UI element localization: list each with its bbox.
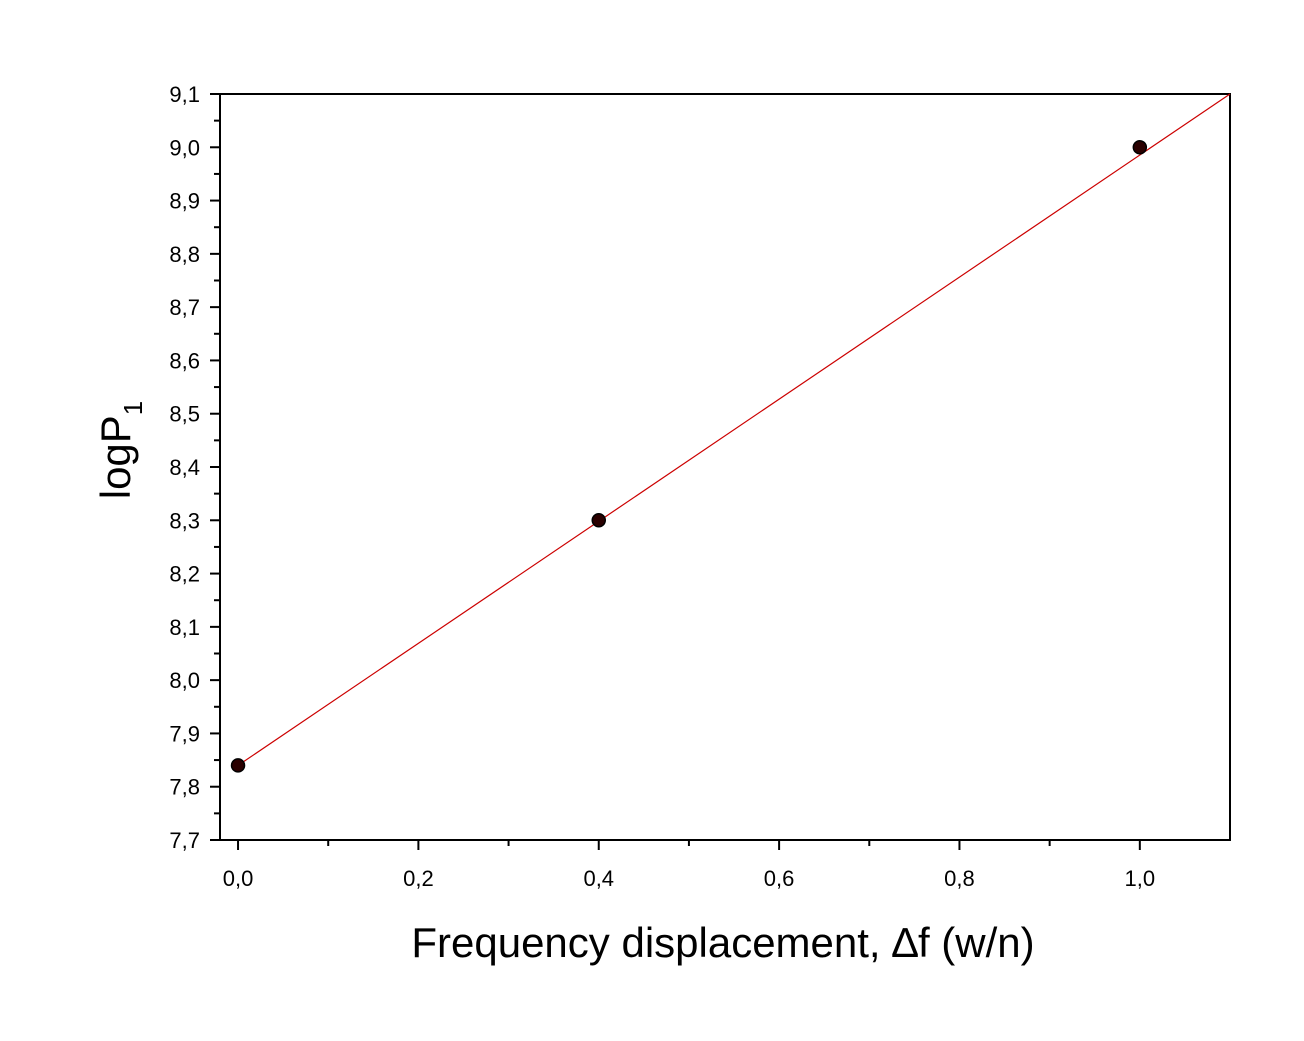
data-point bbox=[1132, 140, 1148, 155]
x-tick-label: 0,4 bbox=[583, 866, 614, 891]
data-points bbox=[230, 140, 1148, 773]
y-tick-label: 8,5 bbox=[169, 402, 200, 427]
x-tick-label: 1,0 bbox=[1125, 866, 1156, 891]
y-tick-label: 8,3 bbox=[169, 508, 200, 533]
y-tick-label: 8,8 bbox=[169, 242, 200, 267]
y-tick-label: 8,9 bbox=[169, 189, 200, 214]
data-point bbox=[591, 513, 606, 528]
x-axis-title: Frequency displacement, ∆f (w/n) bbox=[411, 919, 1034, 966]
y-tick-label: 9,1 bbox=[169, 82, 200, 107]
data-point bbox=[230, 758, 246, 773]
x-tick-label: 0,6 bbox=[764, 866, 795, 891]
axes bbox=[219, 93, 1231, 841]
y-tick-label: 9,0 bbox=[169, 135, 200, 160]
x-tick-label: 0,2 bbox=[403, 866, 434, 891]
x-tick-label: 0,8 bbox=[944, 866, 975, 891]
ticks bbox=[210, 93, 1141, 850]
plot-frame bbox=[219, 93, 1231, 841]
y-tick-label: 8,1 bbox=[169, 615, 200, 640]
y-tick-label: 8,0 bbox=[169, 668, 200, 693]
fit-line-group bbox=[237, 93, 1231, 766]
y-tick-label: 7,7 bbox=[169, 828, 200, 853]
y-tick-label: 8,4 bbox=[169, 455, 200, 480]
y-tick-label: 7,8 bbox=[169, 775, 200, 800]
fit-line bbox=[237, 93, 1231, 766]
x-tick-label: 0,0 bbox=[223, 866, 254, 891]
tick-labels: 0,0 0,2 0,4 0,6 0,8 1,0 7,7 7,8 7,9 8,0 8,1 8,2 8,3 8… bbox=[169, 82, 1155, 891]
y-tick-label: 8,6 bbox=[169, 348, 200, 373]
y-tick-label: 8,2 bbox=[169, 562, 200, 587]
y-axis-title: logP1 bbox=[92, 401, 148, 500]
y-axis-title-main: logP bbox=[92, 415, 139, 499]
y-tick-label: 7,9 bbox=[169, 721, 200, 746]
y-axis-title-subscript: 1 bbox=[118, 401, 148, 415]
y-tick-label: 8,7 bbox=[169, 295, 200, 320]
